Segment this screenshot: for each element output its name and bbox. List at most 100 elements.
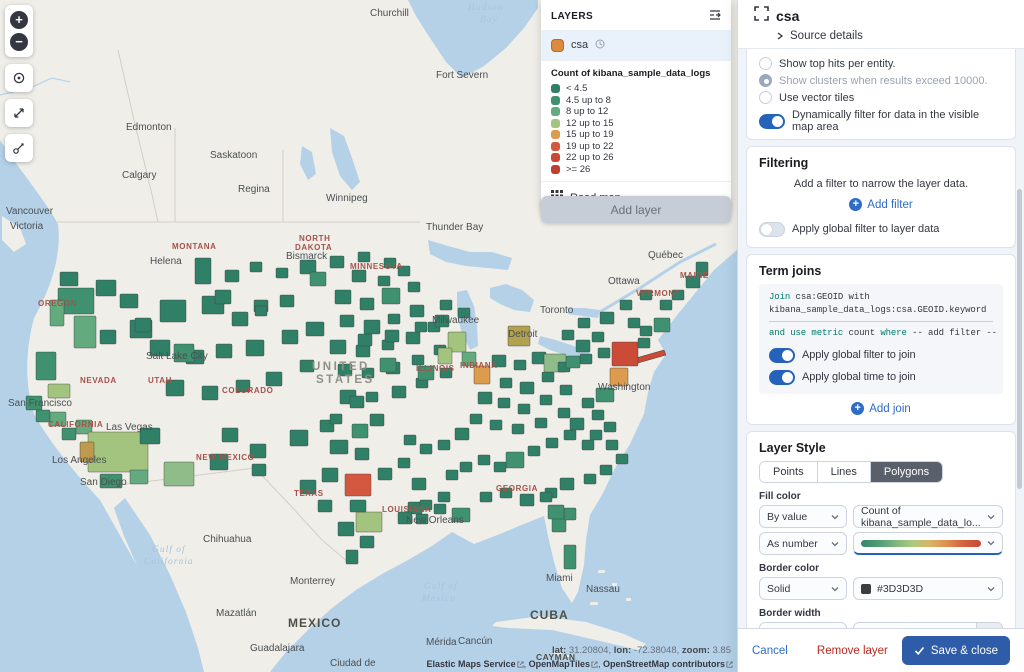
csa-region[interactable]	[369, 413, 385, 427]
csa-region[interactable]	[597, 347, 611, 359]
csa-region[interactable]	[419, 499, 433, 511]
csa-region[interactable]	[415, 513, 429, 525]
csa-region[interactable]	[591, 331, 605, 343]
fit-bounds-icon[interactable]	[754, 6, 769, 26]
csa-region[interactable]	[469, 413, 483, 425]
csa-region[interactable]	[159, 299, 187, 323]
csa-region[interactable]	[609, 367, 629, 387]
add-join-button[interactable]: + Add join	[759, 402, 1003, 415]
csa-region[interactable]	[499, 487, 513, 499]
csa-region[interactable]	[299, 259, 317, 275]
fill-field-select[interactable]: Count of kibana_sample_data_lo...	[853, 505, 1003, 529]
csa-region[interactable]	[599, 311, 615, 325]
csa-region[interactable]	[459, 461, 473, 473]
remove-layer-button[interactable]: Remove layer	[816, 644, 888, 657]
csa-region[interactable]	[254, 305, 268, 317]
csa-region[interactable]	[231, 311, 249, 327]
zoom-out-button[interactable]: −	[10, 33, 28, 51]
csa-region[interactable]	[214, 289, 232, 305]
csa-region[interactable]	[235, 379, 251, 393]
border-width-mode-select[interactable]: Fixed	[759, 622, 847, 628]
csa-region[interactable]	[409, 304, 425, 318]
global-filter-layer-toggle[interactable]	[759, 221, 785, 237]
csa-region[interactable]	[579, 353, 593, 365]
csa-region[interactable]	[329, 439, 349, 455]
csa-region[interactable]	[377, 275, 391, 287]
csa-region[interactable]	[447, 331, 467, 353]
csa-region[interactable]	[581, 397, 595, 409]
csa-region[interactable]	[653, 317, 671, 333]
csa-region[interactable]	[685, 275, 701, 289]
csa-region[interactable]	[619, 299, 633, 311]
csa-region[interactable]	[559, 477, 575, 491]
csa-region[interactable]	[351, 269, 367, 283]
csa-region[interactable]	[357, 251, 371, 263]
csa-region[interactable]	[411, 354, 425, 366]
csa-region[interactable]	[563, 429, 577, 441]
csa-region[interactable]	[365, 391, 379, 403]
color-ramp-select[interactable]	[853, 532, 1003, 555]
csa-region[interactable]	[489, 419, 503, 431]
csa-region[interactable]	[49, 411, 67, 427]
csa-region[interactable]	[405, 331, 421, 345]
csa-region[interactable]	[569, 417, 585, 431]
dynamic-filter-toggle[interactable]	[759, 113, 785, 129]
csa-region[interactable]	[251, 463, 267, 477]
csa-region[interactable]	[363, 319, 381, 335]
csa-region[interactable]	[344, 473, 372, 497]
csa-region[interactable]	[581, 439, 595, 451]
csa-region[interactable]	[433, 503, 447, 515]
csa-region[interactable]	[49, 299, 65, 327]
radio-button[interactable]	[759, 57, 772, 70]
csa-region[interactable]	[557, 407, 571, 419]
csa-region[interactable]	[134, 317, 152, 333]
csa-region[interactable]	[305, 321, 325, 337]
cancel-button[interactable]: Cancel	[752, 644, 788, 657]
csa-region[interactable]	[321, 467, 339, 483]
csa-region[interactable]	[329, 413, 343, 425]
add-filter-button[interactable]: + Add filter	[759, 198, 1003, 211]
csa-region[interactable]	[129, 469, 149, 485]
csa-region[interactable]	[87, 431, 149, 473]
csa-region[interactable]	[519, 381, 535, 395]
attribution-link[interactable]: OpenStreetMap contributors	[602, 659, 725, 669]
csa-region[interactable]	[547, 504, 565, 520]
csa-region[interactable]	[563, 544, 577, 570]
csa-region[interactable]	[265, 371, 283, 387]
csa-region[interactable]	[377, 467, 393, 481]
border-width-input[interactable]: 1	[854, 623, 976, 628]
csa-region[interactable]	[317, 499, 333, 513]
csa-region[interactable]	[639, 289, 653, 301]
csa-region[interactable]	[275, 267, 289, 279]
tab-polygons[interactable]: Polygons	[869, 462, 943, 482]
csa-region[interactable]	[357, 333, 373, 347]
csa-region[interactable]	[461, 351, 477, 367]
add-layer-button[interactable]: Add layer	[541, 196, 731, 223]
csa-region[interactable]	[419, 443, 433, 455]
attribution-link[interactable]: Elastic Maps Service	[426, 659, 516, 669]
border-color-select[interactable]: #3D3D3D	[853, 577, 1003, 600]
save-close-button[interactable]: Save & close	[901, 636, 1010, 665]
csa-region[interactable]	[659, 299, 673, 311]
csa-region[interactable]	[35, 351, 57, 381]
collapse-panel-icon[interactable]	[709, 7, 721, 25]
csa-region[interactable]	[493, 461, 507, 473]
csa-region[interactable]	[541, 371, 555, 383]
csa-region[interactable]	[637, 337, 651, 349]
zoom-in-button[interactable]: +	[10, 11, 28, 29]
flyout-scrollbar[interactable]	[1017, 189, 1022, 489]
csa-region[interactable]	[551, 517, 567, 533]
tab-points[interactable]: Points	[760, 462, 817, 482]
csa-region[interactable]	[383, 257, 397, 269]
csa-region[interactable]	[391, 385, 407, 399]
csa-region[interactable]	[361, 367, 375, 379]
csa-region[interactable]	[565, 355, 581, 369]
csa-region[interactable]	[575, 339, 591, 353]
csa-region[interactable]	[349, 499, 367, 513]
fill-as-select[interactable]: As number	[759, 532, 847, 555]
csa-region[interactable]	[519, 493, 535, 507]
csa-region[interactable]	[334, 289, 352, 305]
csa-region[interactable]	[354, 447, 370, 461]
csa-region[interactable]	[194, 257, 212, 285]
csa-region[interactable]	[384, 329, 400, 343]
